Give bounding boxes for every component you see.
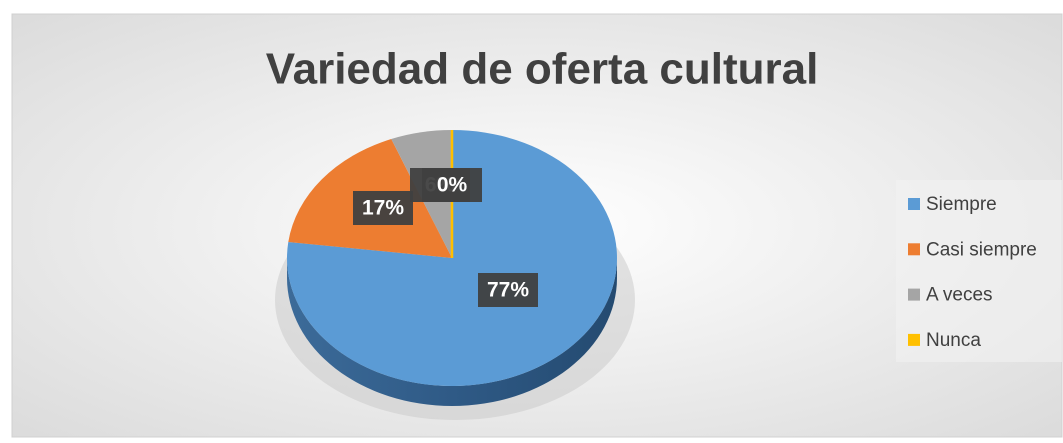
legend-swatch (908, 288, 920, 301)
chart-title: Variedad de oferta cultural (266, 45, 819, 94)
legend-label: Casi siempre (926, 239, 1037, 260)
legend-label: Nunca (926, 330, 981, 351)
legend-label: Siempre (926, 194, 997, 215)
data-label-box (478, 273, 538, 307)
legend-swatch (908, 333, 920, 346)
data-label-box (422, 168, 482, 202)
legend-label: A veces (926, 285, 993, 306)
data-label: 0% (437, 174, 468, 197)
legend-box (896, 180, 1062, 362)
legend-swatch (908, 243, 920, 256)
legend-swatch (908, 198, 920, 210)
data-label: 77% (487, 279, 529, 302)
pie-side (287, 258, 617, 406)
data-label: 17% (362, 197, 404, 220)
data-label-box (353, 191, 413, 225)
